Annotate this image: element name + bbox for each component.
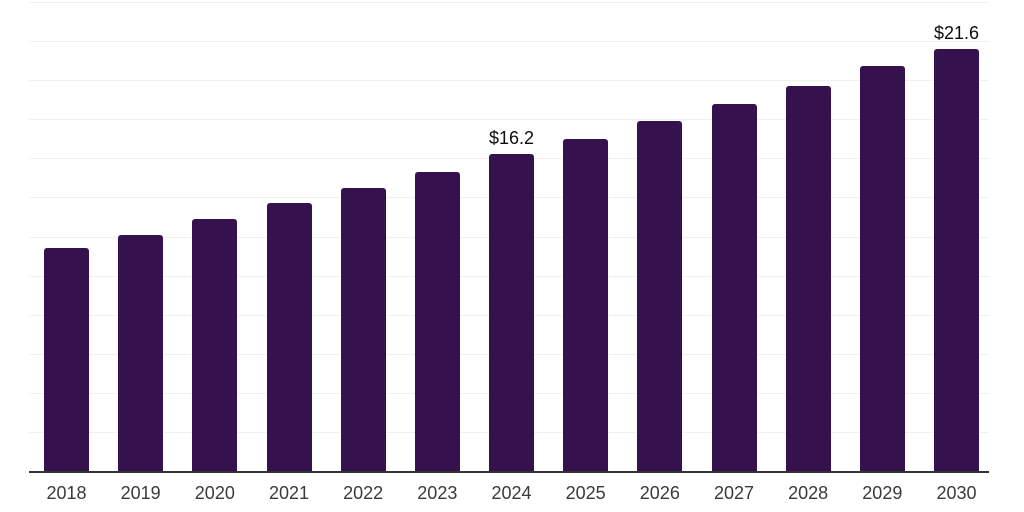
bar-2019 bbox=[118, 234, 164, 471]
bar-2027 bbox=[711, 103, 757, 471]
x-tick-label: 2026 bbox=[639, 483, 680, 503]
bar-2024 bbox=[489, 154, 534, 471]
bar-2022 bbox=[340, 187, 386, 471]
x-tick-label: 2019 bbox=[120, 483, 161, 503]
x-tick-label: 2027 bbox=[713, 483, 755, 503]
gridline bbox=[29, 41, 989, 43]
x-tick-label: 2024 bbox=[491, 483, 532, 503]
gridline bbox=[29, 80, 989, 82]
bar-2028 bbox=[785, 86, 831, 471]
bar-2029 bbox=[859, 66, 905, 471]
x-tick-label: 2028 bbox=[788, 483, 829, 503]
x-tick-label: 2030 bbox=[936, 483, 977, 503]
bar-value-label: $21.6 bbox=[933, 22, 980, 43]
x-tick-label: 2021 bbox=[268, 483, 310, 503]
bar-2021 bbox=[266, 203, 312, 471]
bar-2020 bbox=[192, 218, 238, 471]
gridline bbox=[29, 119, 989, 121]
x-tick-label: 2022 bbox=[343, 483, 384, 503]
bar-2030 bbox=[934, 48, 979, 471]
x-tick-label: 2029 bbox=[862, 483, 903, 503]
x-tick-label: 2018 bbox=[46, 483, 87, 503]
x-axis-line bbox=[29, 471, 989, 473]
bar-2023 bbox=[414, 172, 460, 471]
gridline bbox=[29, 2, 989, 3]
bar-value-label: $16.2 bbox=[488, 128, 535, 149]
x-tick-label: 2023 bbox=[417, 483, 458, 503]
bar-2026 bbox=[637, 121, 683, 471]
bar-2025 bbox=[563, 138, 609, 471]
bar-2018 bbox=[44, 248, 89, 471]
x-tick-label: 2020 bbox=[194, 483, 235, 503]
x-tick-label: 2025 bbox=[565, 483, 606, 503]
